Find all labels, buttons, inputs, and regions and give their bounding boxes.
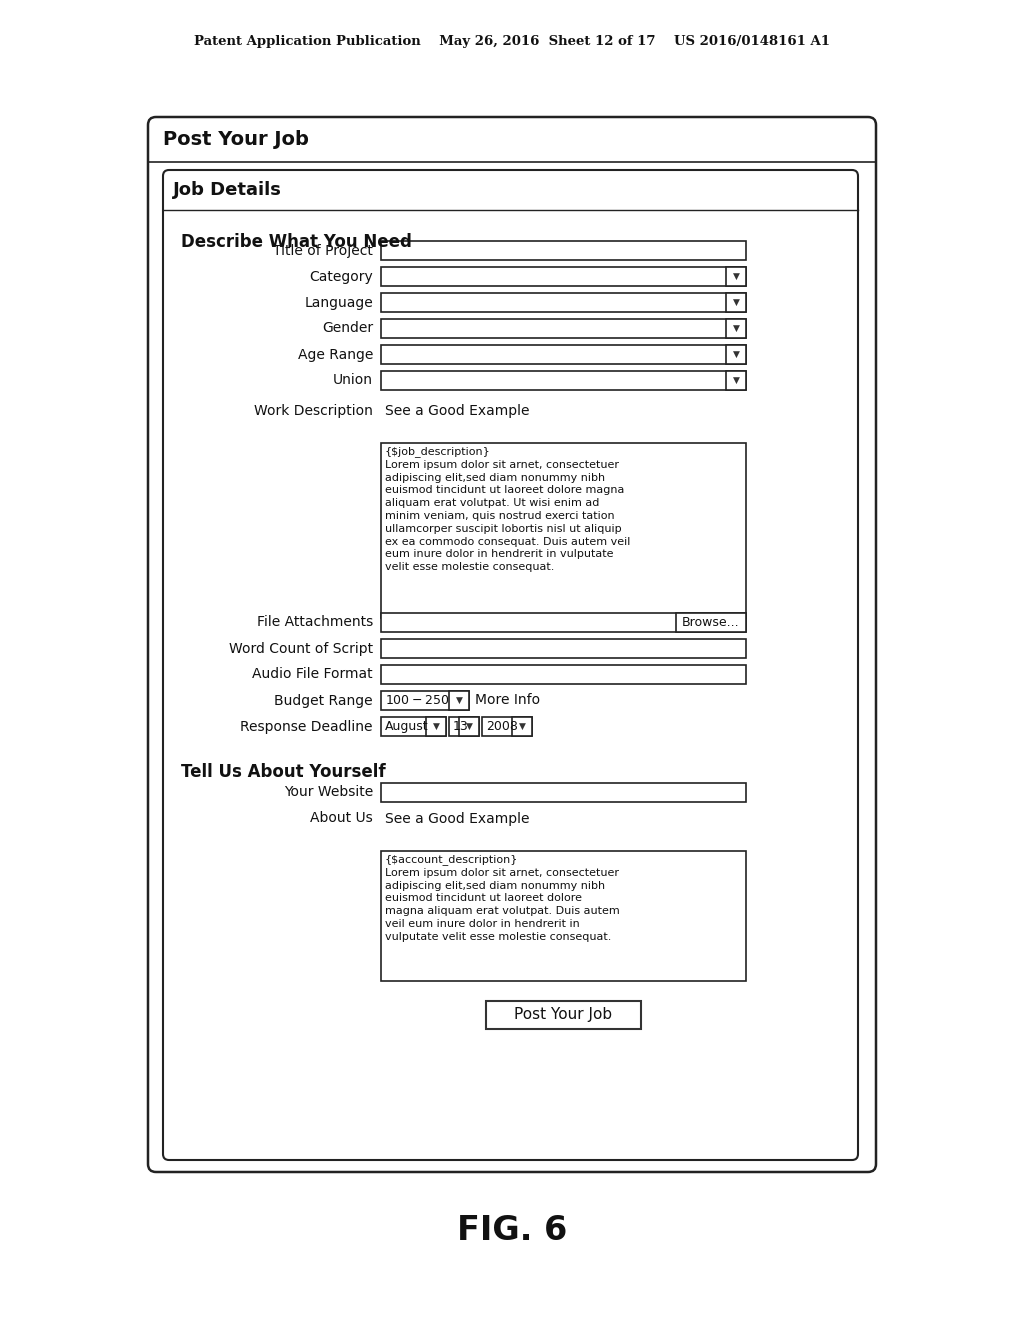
Text: Work Description: Work Description: [254, 404, 373, 417]
Text: Describe What You Need: Describe What You Need: [181, 234, 412, 251]
Text: ▼: ▼: [732, 350, 739, 359]
Bar: [381, 444, 746, 618]
Bar: [426, 717, 446, 737]
Text: Word Count of Script: Word Count of Script: [229, 642, 373, 656]
Text: More Info: More Info: [475, 693, 540, 708]
Text: Gender: Gender: [322, 322, 373, 335]
Bar: [381, 690, 469, 710]
Text: Audio File Format: Audio File Format: [252, 668, 373, 681]
Text: 2008: 2008: [486, 719, 518, 733]
Text: Post Your Job: Post Your Job: [163, 129, 309, 149]
Text: Category: Category: [309, 269, 373, 284]
Text: ▼: ▼: [732, 376, 739, 385]
Bar: [381, 293, 746, 312]
Text: Job Details: Job Details: [173, 181, 282, 199]
Text: ▼: ▼: [456, 696, 463, 705]
Bar: [381, 371, 746, 389]
Bar: [381, 851, 746, 981]
Bar: [381, 665, 746, 684]
Text: Response Deadline: Response Deadline: [241, 719, 373, 734]
Text: ▼: ▼: [466, 722, 472, 731]
Bar: [381, 639, 746, 657]
Text: ▼: ▼: [518, 722, 525, 731]
Text: 13: 13: [453, 719, 469, 733]
Text: August: August: [385, 719, 429, 733]
Bar: [381, 319, 746, 338]
Text: Language: Language: [304, 296, 373, 309]
Bar: [381, 717, 446, 737]
Text: Union: Union: [333, 374, 373, 388]
Bar: [381, 345, 746, 364]
Bar: [726, 319, 746, 338]
Text: File Attachments: File Attachments: [257, 615, 373, 630]
Text: Title of Project: Title of Project: [273, 243, 373, 257]
Text: {$job_description}
Lorem ipsum dolor sit arnet, consectetuer
adipiscing elit,sed: {$job_description} Lorem ipsum dolor sit…: [385, 446, 631, 572]
FancyBboxPatch shape: [148, 117, 876, 1172]
Bar: [381, 783, 746, 803]
Bar: [381, 612, 746, 632]
Bar: [726, 345, 746, 364]
Text: About Us: About Us: [310, 812, 373, 825]
Text: {$account_description}
Lorem ipsum dolor sit arnet, consectetuer
adipiscing elit: {$account_description} Lorem ipsum dolor…: [385, 854, 620, 941]
Bar: [449, 717, 479, 737]
Text: ▼: ▼: [732, 323, 739, 333]
Text: Patent Application Publication    May 26, 2016  Sheet 12 of 17    US 2016/014816: Patent Application Publication May 26, 2…: [194, 36, 830, 49]
Text: Post Your Job: Post Your Job: [514, 1007, 612, 1023]
Bar: [726, 293, 746, 312]
Bar: [726, 371, 746, 389]
Text: ▼: ▼: [432, 722, 439, 731]
Text: ▼: ▼: [732, 298, 739, 308]
FancyBboxPatch shape: [163, 170, 858, 1160]
Bar: [459, 717, 479, 737]
Bar: [676, 612, 746, 632]
Text: See a Good Example: See a Good Example: [385, 812, 529, 825]
Text: Budget Range: Budget Range: [274, 693, 373, 708]
Bar: [512, 717, 532, 737]
Text: Age Range: Age Range: [298, 347, 373, 362]
Bar: [726, 267, 746, 286]
Bar: [486, 1001, 641, 1030]
Text: Browse...: Browse...: [682, 616, 739, 630]
Text: ▼: ▼: [732, 272, 739, 281]
Text: See a Good Example: See a Good Example: [385, 404, 529, 417]
Bar: [381, 267, 746, 286]
Bar: [381, 242, 746, 260]
Text: $100-$250: $100-$250: [385, 694, 450, 708]
Text: Tell Us About Yourself: Tell Us About Yourself: [181, 763, 386, 781]
Bar: [482, 717, 532, 737]
Text: FIG. 6: FIG. 6: [457, 1213, 567, 1246]
Bar: [449, 690, 469, 710]
Text: Your Website: Your Website: [284, 785, 373, 800]
